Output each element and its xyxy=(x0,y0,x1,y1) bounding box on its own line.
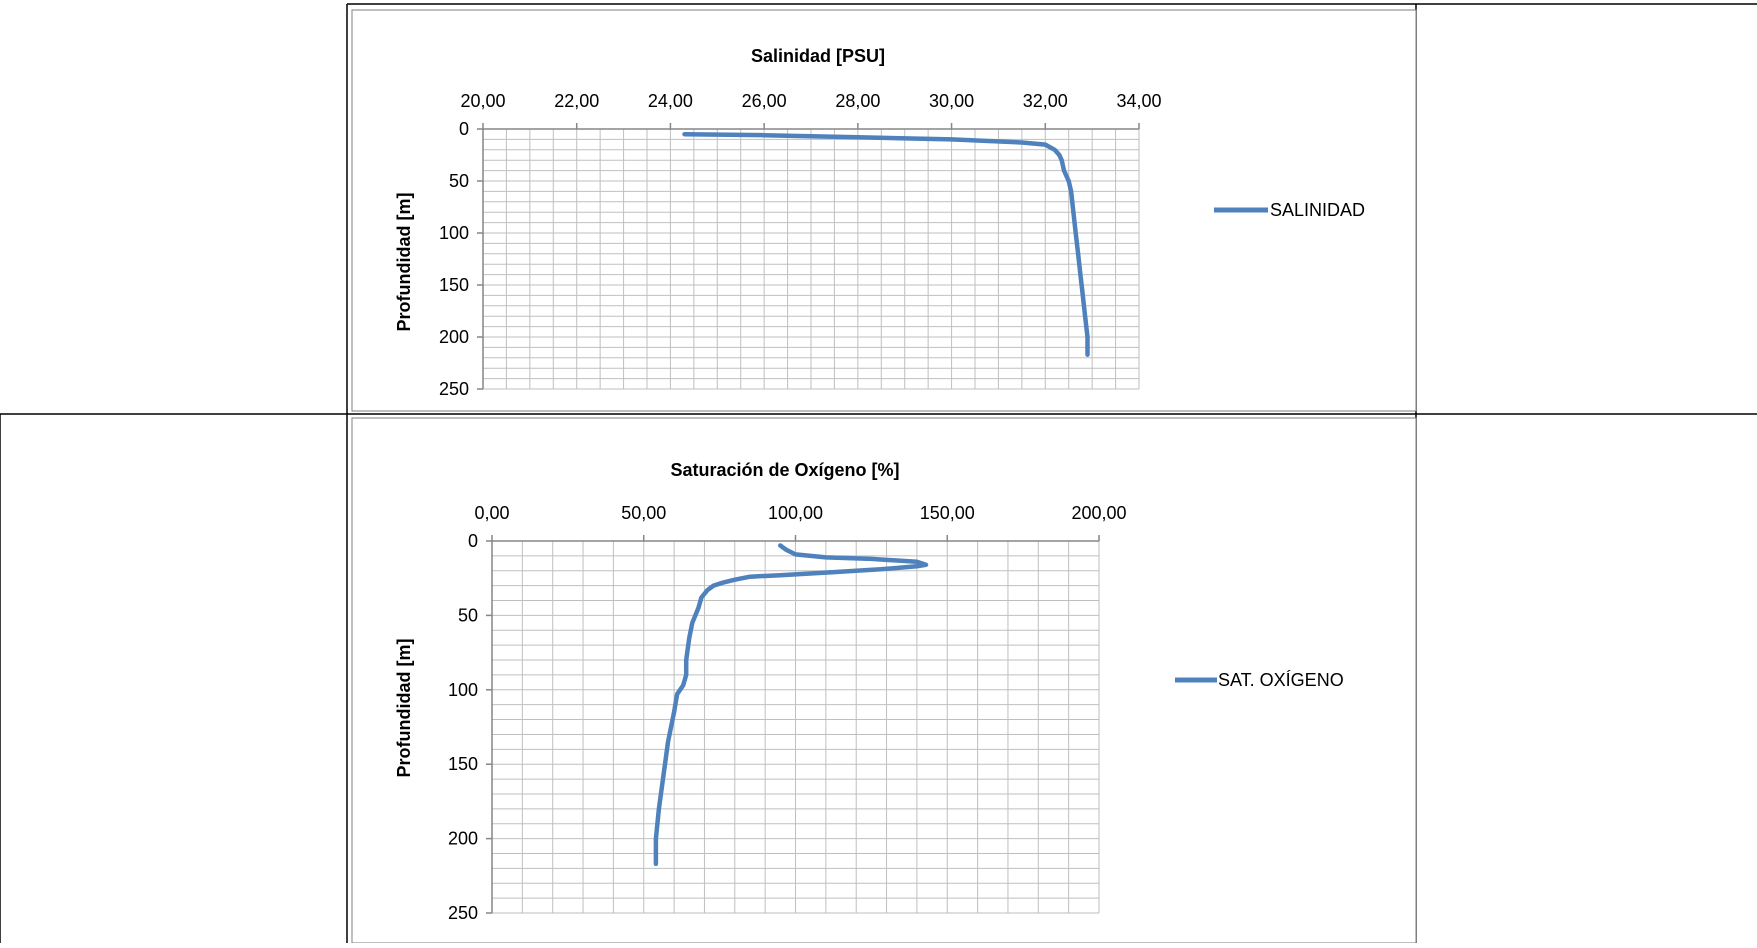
oxygen-x-tick-label: 0,00 xyxy=(474,503,509,523)
salinity-legend-label: SALINIDAD xyxy=(1270,200,1365,220)
salinity-y-tick-label: 50 xyxy=(449,171,469,191)
salinity-chart-title: Salinidad [PSU] xyxy=(751,46,885,66)
oxygen-chart-title: Saturación de Oxígeno [%] xyxy=(670,460,899,480)
salinity-x-tick-label: 22,00 xyxy=(554,91,599,111)
salinity-y-tick-label: 0 xyxy=(459,119,469,139)
salinity-x-tick-label: 32,00 xyxy=(1023,91,1068,111)
salinity-x-tick-label: 24,00 xyxy=(648,91,693,111)
salinity-y-tick-label: 250 xyxy=(439,379,469,399)
oxygen-y-tick-label: 200 xyxy=(448,829,478,849)
salinity-x-tick-label: 34,00 xyxy=(1116,91,1161,111)
salinity-series-line xyxy=(682,131,1090,357)
oxygen-y-tick-label: 150 xyxy=(448,754,478,774)
oxygen-x-tick-label: 200,00 xyxy=(1071,503,1126,523)
salinity-x-tick-label: 28,00 xyxy=(835,91,880,111)
oxygen-y-axis-title: Profundidad [m] xyxy=(394,639,414,778)
oxygen-y-tick-label: 100 xyxy=(448,680,478,700)
salinity-axes xyxy=(482,128,1139,389)
salinity-grid xyxy=(482,128,1140,390)
salinity-y-axis-title: Profundidad [m] xyxy=(394,193,414,332)
salinity-series xyxy=(682,131,1090,357)
oxygen-x-ticks: 0,00 50,00 100,00 150,00 200,00 xyxy=(474,503,1127,541)
oxygen-y-tick-label: 50 xyxy=(458,605,478,625)
oxygen-y-tick-label: 0 xyxy=(468,531,478,551)
oxygen-x-tick-label: 100,00 xyxy=(768,503,823,523)
oxygen-legend-label: SAT. OXÍGENO xyxy=(1218,670,1344,690)
salinity-x-ticks: 20,00 22,00 24,00 26,00 28,00 30,00 32,00 34,00 xyxy=(460,91,1162,129)
oxygen-series-line xyxy=(653,543,929,867)
salinity-y-tick-label: 100 xyxy=(439,223,469,243)
salinity-y-tick-label: 200 xyxy=(439,327,469,347)
salinity-x-tick-label: 20,00 xyxy=(460,91,505,111)
salinity-y-ticks: 0 50 100 150 200 250 xyxy=(439,119,483,399)
salinity-y-tick-label: 150 xyxy=(439,275,469,295)
oxygen-grid xyxy=(491,540,1100,914)
salinity-chart: Salinidad [PSU] 20,00 22,00 24,00 26,00 28,0… xyxy=(394,46,1365,399)
oxygen-legend: SAT. OXÍGENO xyxy=(1175,670,1344,690)
oxygen-x-tick-label: 150,00 xyxy=(920,503,975,523)
oxygen-y-ticks: 0 50 100 150 200 250 xyxy=(448,531,492,923)
oxygen-y-tick-label: 250 xyxy=(448,903,478,923)
salinity-x-tick-label: 30,00 xyxy=(929,91,974,111)
salinity-x-tick-label: 26,00 xyxy=(742,91,787,111)
oxygen-series xyxy=(653,543,929,867)
salinity-legend: SALINIDAD xyxy=(1214,200,1365,220)
oxygen-x-tick-label: 50,00 xyxy=(621,503,666,523)
oxygen-chart: Saturación de Oxígeno [%] 0,00 50,00 100,0… xyxy=(394,460,1344,923)
oxygen-chart-frame xyxy=(351,417,1417,944)
